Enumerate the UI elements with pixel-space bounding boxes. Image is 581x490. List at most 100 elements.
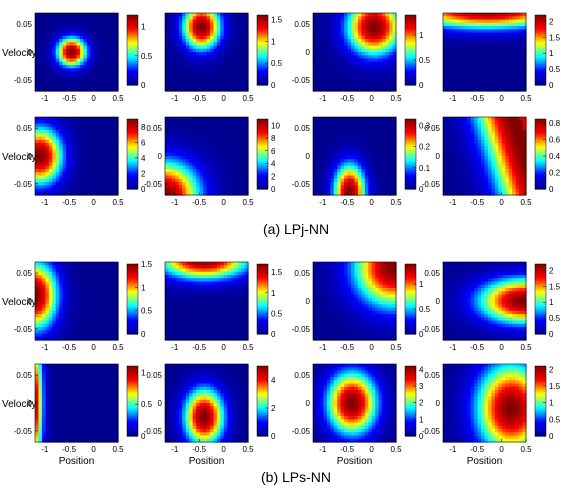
heatmap-cell: [326, 159, 331, 164]
heatmap-cell: [203, 130, 208, 134]
heatmap-cell: [230, 87, 235, 92]
heatmap-cell: [456, 71, 461, 76]
heatmap-cell: [189, 162, 194, 167]
heatmap-cell: [48, 74, 53, 79]
heatmap-cell: [470, 16, 475, 21]
heatmap-cell: [364, 123, 369, 128]
heatmap-cell: [481, 165, 486, 170]
heatmap-cell: [38, 149, 43, 154]
heatmap-cell: [357, 126, 363, 131]
heatmap-cell: [93, 162, 98, 167]
heatmap-cell: [66, 48, 71, 53]
heatmap-cell: [453, 32, 458, 37]
heatmap-cell: [494, 139, 499, 144]
heatmap-cell: [199, 136, 204, 141]
heatmap-cell: [79, 182, 85, 186]
heatmap-cell: [519, 26, 524, 30]
heatmap-cell: [385, 152, 390, 157]
heatmap-cell: [389, 178, 394, 183]
heatmap-cell: [378, 123, 383, 128]
heatmap-cell: [55, 55, 60, 60]
heatmap-cell: [171, 159, 176, 164]
heatmap-cell: [86, 71, 91, 76]
colorbar-cell: [405, 15, 416, 18]
heatmap-cell: [216, 84, 221, 89]
heatmap-cell: [357, 133, 363, 138]
heatmap-cell: [213, 136, 218, 141]
heatmap-cell: [481, 156, 486, 160]
heatmap-cell: [371, 185, 376, 190]
heatmap-cell: [234, 45, 239, 50]
heatmap-cell: [59, 130, 64, 134]
heatmap-cell: [460, 87, 465, 92]
heatmap-cell: [199, 58, 204, 63]
heatmap-cell: [357, 162, 363, 167]
colorbar-cell: [127, 48, 138, 51]
heatmap-cell: [512, 29, 517, 34]
heatmap-cell: [333, 185, 338, 190]
heatmap-cell: [313, 188, 318, 193]
heatmap-cell: [449, 117, 454, 121]
heatmap-cell: [364, 48, 369, 53]
heatmap-cell: [371, 169, 376, 173]
heatmap-cell: [79, 71, 85, 76]
heatmap-cell: [378, 191, 383, 196]
colorbar-cell: [405, 60, 416, 63]
heatmap-cell: [491, 126, 496, 131]
heatmap-cell: [206, 136, 211, 141]
heatmap-cell: [333, 159, 338, 164]
heatmap-cell: [93, 19, 98, 24]
heatmap-cell: [498, 117, 503, 121]
heatmap-cell: [62, 188, 67, 193]
heatmap-cell: [375, 169, 380, 173]
heatmap-cell: [234, 188, 239, 193]
heatmap-cell: [382, 172, 387, 177]
heatmap-cell: [107, 32, 112, 37]
heatmap-cell: [357, 117, 363, 121]
heatmap-cell: [104, 123, 109, 128]
heatmap-cell: [354, 178, 359, 183]
heatmap-cell: [90, 182, 95, 186]
heatmap-cell: [182, 143, 187, 147]
heatmap-cell: [313, 61, 318, 66]
heatmap-cell: [392, 84, 397, 89]
heatmap-cell: [230, 182, 235, 186]
heatmap-cell: [73, 185, 78, 190]
heatmap-cell: [501, 133, 506, 138]
heatmap-cell: [111, 191, 116, 196]
heatmap-cell: [90, 152, 95, 157]
heatmap-cell: [337, 169, 342, 173]
heatmap-cell: [487, 165, 493, 170]
heatmap-cell: [223, 146, 228, 151]
heatmap-cell: [474, 185, 479, 190]
heatmap-cell: [474, 26, 479, 30]
heatmap-cell: [515, 32, 520, 37]
colorbar-frame: [126, 118, 139, 190]
heatmap-panel-a-r1-c4: -1 -0.5 0 0.521.510.50: [442, 12, 561, 103]
heatmap-cell: [319, 143, 324, 147]
heatmap-cell: [357, 81, 363, 86]
heatmap-cell: [100, 48, 105, 53]
heatmap-cell: [460, 162, 465, 167]
heatmap-cell: [107, 143, 112, 147]
heatmap-cell: [456, 68, 461, 73]
heatmap-cell: [196, 130, 201, 134]
heatmap-cell: [100, 162, 105, 167]
heatmap-cell: [491, 146, 496, 151]
heatmap-cell: [316, 165, 321, 170]
heatmap-cell: [323, 143, 328, 147]
heatmap-cell: [93, 65, 98, 69]
heatmap-cell: [347, 58, 352, 63]
heatmap-cell: [111, 68, 116, 73]
heatmap-cell: [382, 185, 387, 190]
colorbar-cell: [257, 134, 268, 138]
heatmap-cell: [382, 191, 387, 196]
heatmap-cell: [389, 185, 394, 190]
heatmap-cell: [519, 35, 524, 40]
heatmap-cell: [501, 156, 506, 160]
heatmap-cell: [83, 84, 88, 89]
heatmap-cell: [347, 117, 352, 121]
heatmap-cell: [474, 81, 479, 86]
heatmap-cell: [446, 42, 451, 47]
heatmap-cell: [189, 123, 194, 128]
